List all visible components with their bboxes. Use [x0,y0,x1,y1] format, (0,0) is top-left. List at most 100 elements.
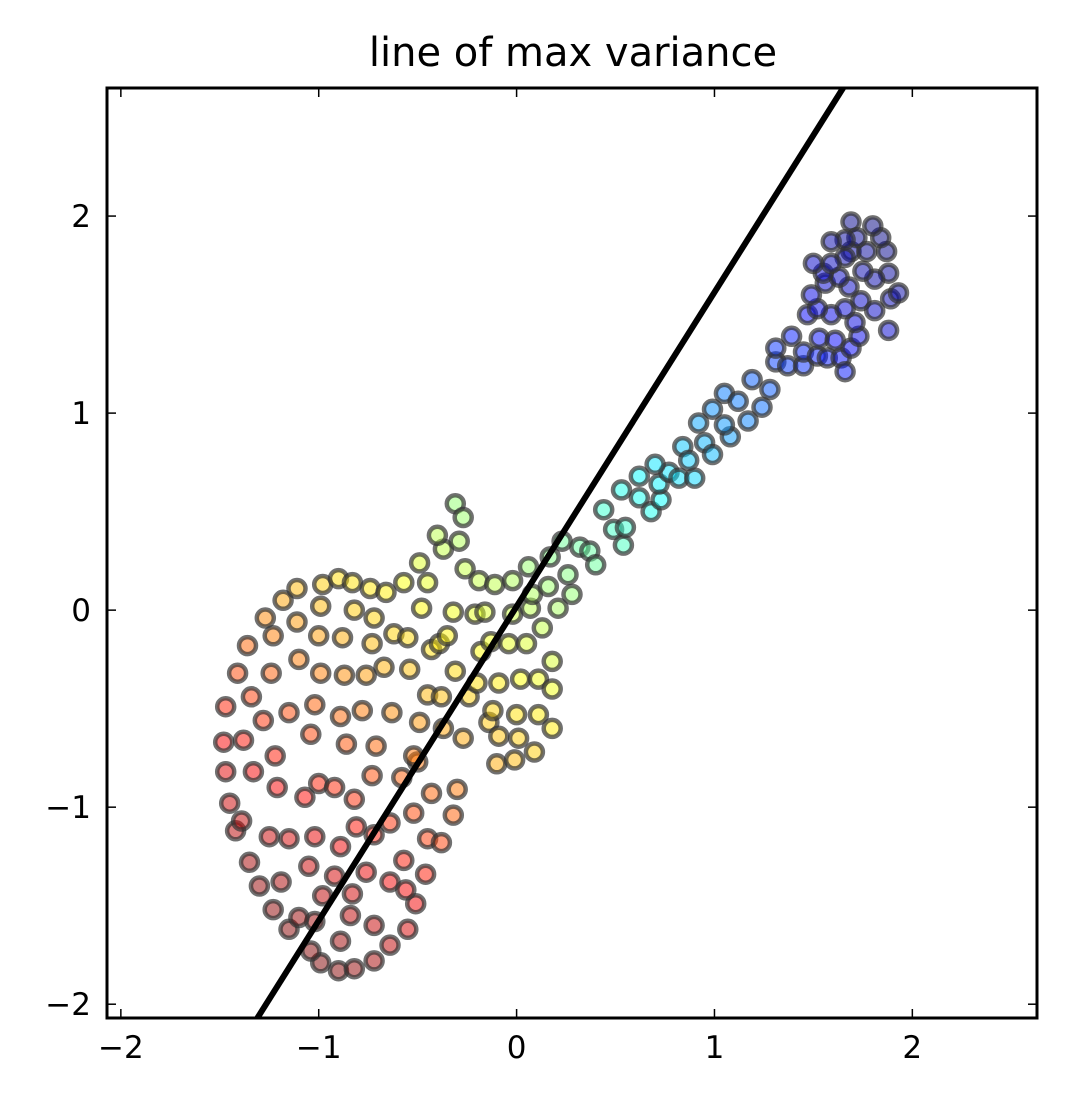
data-point [644,453,666,476]
data-point [252,709,275,732]
data-point [242,760,265,783]
data-point [363,914,385,937]
data-point [523,741,546,763]
data-point [363,607,385,629]
data-point [395,879,417,901]
data-point [309,595,332,617]
data-point [800,284,823,306]
data-point [856,240,878,263]
data-point [852,260,874,282]
data-point [507,727,530,749]
data-point [612,534,635,556]
data-point [345,816,368,838]
data-point [343,599,366,621]
data-point [212,731,235,753]
data-point [266,776,288,799]
data-point [258,825,281,848]
data-point [541,717,563,740]
data-point [288,648,310,671]
data-point [329,835,352,858]
data-point [741,368,763,391]
data-point [452,506,474,529]
chart-title: line of max variance [369,30,777,76]
y-tick-label: 0 [71,593,91,629]
data-point [834,297,856,320]
data-point [844,311,866,334]
data-point [272,589,294,612]
data-point [304,825,326,848]
data-point [561,583,583,606]
data-point [304,693,326,716]
data-point [474,601,496,623]
y-tick-label: −1 [45,790,91,826]
data-point [363,950,385,972]
data-point [501,569,524,592]
data-point [416,571,439,594]
data-point [398,658,421,681]
data-point [765,337,787,359]
data-point [584,554,607,576]
data-point [446,778,468,801]
x-tick-label: 0 [507,1030,527,1066]
data-point [294,786,316,809]
data-point [436,625,459,647]
data-point [442,601,465,623]
data-point [448,530,470,552]
data-point [628,465,651,487]
data-point [393,571,415,594]
data-point [214,760,237,783]
data-point [509,668,532,690]
data-point [402,802,425,824]
data-point [329,705,352,728]
data-point [414,863,437,885]
max-variance-line-layer [254,88,846,1018]
data-point [361,764,383,787]
data-point [262,625,284,647]
data-point [381,701,403,724]
data-point [278,827,300,850]
data-point [329,930,352,952]
data-point [307,625,330,647]
data-point [355,664,377,686]
data-point [484,573,506,596]
data-point [331,626,354,649]
max-variance-line [254,88,846,1018]
data-point [557,563,579,586]
data-point [486,753,508,775]
data-point [531,617,554,639]
data-point [254,607,277,629]
data-point [341,571,364,594]
data-point [452,727,474,749]
data-point [238,851,261,874]
data-point [628,487,651,509]
data-point [430,831,453,854]
data-point [701,398,724,420]
data-point [515,632,538,655]
axis-ticks [107,88,1037,1018]
data-point [541,650,563,673]
data-point [505,703,528,726]
data-point [260,662,282,684]
data-point [614,516,637,539]
data-point [497,632,520,655]
data-point [373,656,395,679]
data-point [426,524,449,547]
data-point [802,252,825,275]
data-point [240,686,263,708]
data-point [610,479,633,501]
data-point [430,686,453,708]
y-tick-label: −2 [45,987,91,1023]
data-point [759,378,781,401]
data-point [527,668,550,690]
data-point [537,575,560,598]
data-point [309,662,332,684]
data-point [218,792,241,814]
data-point [442,804,465,826]
y-tick-label: 1 [71,396,91,432]
data-point [527,703,550,726]
data-point [248,875,271,897]
data-point [701,443,724,466]
data-point [592,498,615,521]
